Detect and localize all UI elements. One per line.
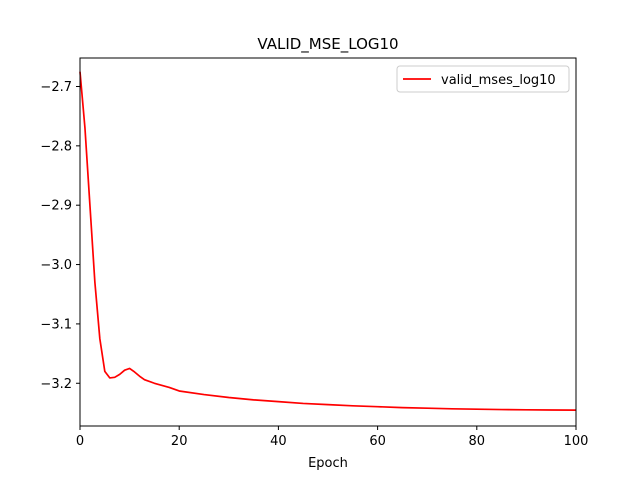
plot-frame (79, 57, 577, 427)
chart-title: VALID_MSE_LOG10 (257, 35, 398, 54)
legend-label: valid_mses_log10 (441, 73, 556, 88)
y-tick-label: −2.7 (40, 80, 72, 95)
x-tick-label: 0 (76, 434, 84, 449)
series-layer (79, 71, 577, 411)
x-axis-label: Epoch (308, 456, 348, 471)
legend-box (396, 65, 570, 93)
x-tick-label: 80 (469, 434, 486, 449)
plot-area (80, 58, 576, 426)
x-tick-label: 60 (369, 434, 386, 449)
series-line-valid_mses_log10 (79, 71, 577, 411)
y-tick-label: −2.9 (40, 199, 72, 214)
legend: valid_mses_log10 (396, 65, 570, 93)
y-tick-label: −3.2 (40, 377, 72, 392)
y-tick-label: −2.8 (40, 139, 72, 154)
x-tick-label: 40 (270, 434, 287, 449)
y-tick-label: −3.0 (40, 258, 72, 273)
y-axis-ticks: −2.7 −2.8 −2.9 −3.0 −3.1 −3.2 (40, 80, 80, 392)
x-axis-ticks: 0 20 40 60 80 100 (76, 426, 589, 449)
y-tick-label: −3.1 (40, 317, 72, 332)
x-tick-label: 100 (564, 434, 589, 449)
x-tick-label: 20 (171, 434, 188, 449)
